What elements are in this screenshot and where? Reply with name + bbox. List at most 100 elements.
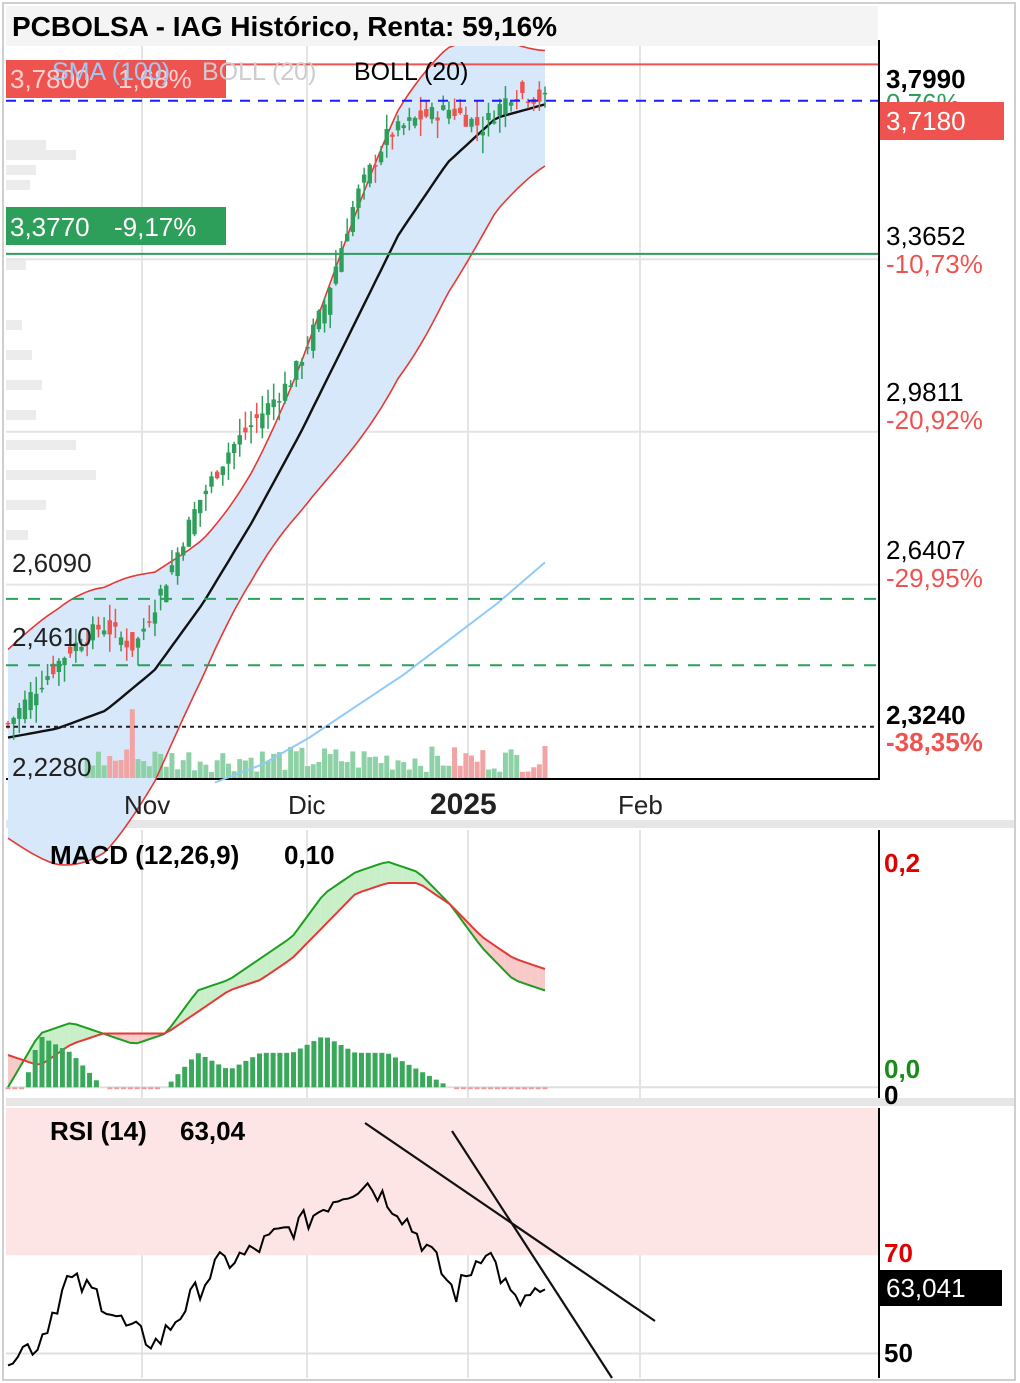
top-marker-pct: 1,68% (118, 64, 192, 94)
macd-histogram-bar (46, 1040, 52, 1088)
rsi-value: 63,04 (180, 1116, 246, 1146)
macd-fill-segment (395, 864, 403, 883)
volume-bar (423, 771, 429, 778)
volume-bar (452, 747, 458, 778)
current-price: 3,7180 (886, 106, 966, 136)
macd-histogram-bar (542, 1087, 548, 1090)
macd-histogram-bar (522, 1087, 528, 1090)
candle-body (186, 519, 192, 547)
candles (5, 80, 548, 740)
candle-body (429, 107, 435, 120)
volume-bar (95, 751, 101, 778)
rsi-label: RSI (14) (50, 1116, 147, 1146)
candle-body (435, 117, 440, 121)
macd-histogram-bar (324, 1037, 330, 1088)
candle-body (452, 108, 457, 116)
axis-value-2: 3,3652 (886, 221, 966, 251)
volume-bar (129, 709, 135, 778)
volume-profile-bar-2 (6, 165, 36, 175)
macd-histogram-bar (365, 1052, 371, 1088)
volume-bar (107, 756, 113, 778)
bollinger-basis-line (7, 103, 546, 739)
candle-body (158, 588, 163, 596)
macd-fill-segment (511, 956, 518, 982)
legend-boll-faded: BOLL (20) (202, 58, 316, 86)
macd-right-axis-line (878, 830, 880, 1098)
candle-body (181, 546, 186, 556)
axis-pct-3: -20,92% (886, 405, 983, 435)
volume-bar (169, 753, 175, 778)
macd-histogram-bar (175, 1074, 181, 1088)
candle-body (537, 89, 542, 102)
macd-histogram-bar (454, 1087, 460, 1090)
volume-bar (118, 760, 124, 778)
macd-histogram-bar (318, 1037, 324, 1088)
candle-body (17, 708, 22, 719)
macd-histogram-bar (107, 1087, 113, 1090)
macd-histogram-bar (297, 1048, 303, 1088)
price-bottom-axis-line (6, 778, 880, 780)
volume-profile-bar-1 (6, 150, 76, 160)
macd-histogram-bar (501, 1087, 507, 1090)
volume-profile-bar-3 (6, 180, 30, 190)
macd-histogram-bar (66, 1051, 72, 1088)
price-right-axis-line (878, 40, 880, 778)
macd-fill-segment (184, 998, 192, 1021)
macd-histogram-bar (114, 1087, 120, 1090)
volume-bar (497, 771, 503, 778)
macd-histogram-bar (406, 1064, 412, 1088)
macd-histogram-bar (460, 1087, 466, 1090)
current-price-box (880, 102, 1004, 140)
volume-bar (469, 755, 475, 778)
candle-body (333, 266, 339, 284)
macd-histogram-bar (182, 1066, 188, 1088)
macd-histogram-bar (277, 1052, 283, 1088)
candle-body (209, 476, 214, 487)
candle-body (401, 125, 406, 129)
candle-body (344, 233, 350, 242)
macd-histogram-bar (19, 1087, 25, 1090)
volume-profile-bar-4 (6, 260, 26, 270)
macd-histogram-bar (216, 1064, 222, 1088)
macd-histogram-bar (134, 1087, 140, 1090)
macd-fill-segment (307, 907, 314, 944)
candle-body (118, 637, 124, 645)
volume-bar (152, 751, 158, 778)
volume-bar (158, 753, 164, 778)
volume-bar (339, 761, 345, 778)
macd-fill-segment (286, 935, 294, 963)
volume-bar (355, 767, 361, 778)
macd-histogram-bar (358, 1052, 364, 1088)
volume-profile-bar-7 (6, 380, 42, 390)
candle-body (412, 117, 418, 126)
macd-histogram-bar (229, 1068, 235, 1088)
rsi-lines (6, 1108, 878, 1379)
candle-body (474, 117, 480, 126)
rsi-overbought-zone (6, 1108, 878, 1256)
candle-body (384, 128, 389, 146)
candle-body (226, 452, 231, 464)
macd-histogram-bar (209, 1060, 215, 1088)
candle-body (147, 621, 152, 623)
macd-histogram-bar (189, 1059, 195, 1088)
candle-body (34, 693, 39, 706)
candle-body (135, 638, 141, 648)
volume-bar (457, 765, 463, 778)
left-label-3: 2,2280 (12, 752, 92, 782)
macd-histogram-bar (73, 1058, 79, 1088)
candle-body (463, 114, 469, 127)
candle-body (491, 121, 497, 124)
volume-bar (175, 769, 181, 778)
candle-body (542, 92, 548, 95)
macd-histogram-bar (53, 1044, 59, 1088)
volume-bar (208, 771, 214, 778)
candle-body (214, 471, 220, 479)
macd-fill-segment (402, 866, 410, 883)
candle-body (73, 642, 79, 652)
volume-bar (101, 765, 107, 778)
macd-histogram-bar (59, 1048, 65, 1088)
x-label-feb: Feb (618, 790, 663, 820)
macd-histogram-bar (93, 1080, 99, 1088)
macd-fill-segment (130, 1033, 138, 1044)
